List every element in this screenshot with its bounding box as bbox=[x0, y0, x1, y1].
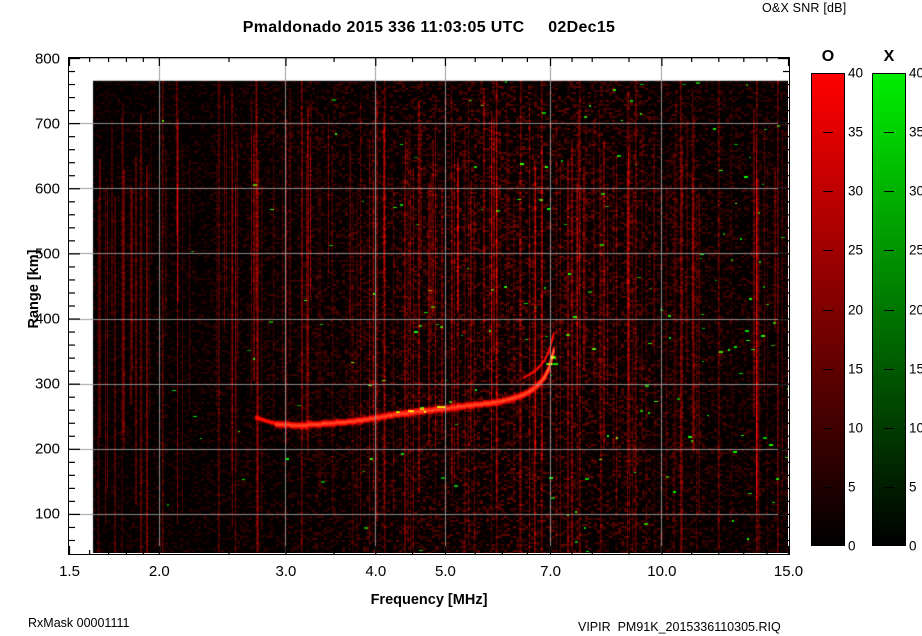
source-file-label: VIPIR PM91K_2015336110305.RIQ bbox=[578, 620, 781, 634]
colorbar-tick-label: 10 bbox=[909, 420, 922, 436]
colorbar-tick-label: 25 bbox=[909, 242, 922, 258]
x-tick-label: 3.0 bbox=[275, 563, 297, 580]
colorbar-tick-label: 15 bbox=[909, 361, 922, 377]
colorbar-tick-mark bbox=[823, 310, 833, 311]
colorbar-tick-label: 10 bbox=[848, 420, 864, 436]
x-tick-label: 5.0 bbox=[435, 563, 456, 580]
snr-colorbar-caption: O&X SNR [dB] bbox=[762, 1, 847, 15]
colorbar-tick-label: 30 bbox=[909, 183, 922, 199]
colorbar-o-title: O bbox=[821, 48, 835, 65]
colorbar-tick-label: 20 bbox=[848, 302, 864, 317]
colorbar-tick-mark bbox=[884, 132, 894, 133]
x-tick-label: 2.0 bbox=[148, 563, 170, 580]
colorbar-tick-mark bbox=[884, 250, 894, 251]
colorbar-tick-mark bbox=[823, 191, 833, 192]
colorbar-tick-label: 25 bbox=[848, 242, 864, 258]
rxmask-status: RxMask 00001111 bbox=[28, 616, 130, 630]
colorbar-tick-mark bbox=[823, 250, 833, 251]
colorbar-x-title: X bbox=[883, 48, 895, 65]
colorbar-tick-mark bbox=[823, 369, 833, 370]
page-title: Pmaldonado 2015 336 11:03:05 UTC 02Dec15 bbox=[242, 19, 616, 36]
ionogram-heatmap-canvas bbox=[69, 58, 788, 553]
colorbar-tick-mark bbox=[823, 132, 833, 133]
colorbar-tick-mark bbox=[823, 487, 833, 488]
x-tick-label: 7.0 bbox=[540, 563, 561, 580]
colorbar-tick-label: 30 bbox=[848, 183, 864, 199]
y-axis-tick-labels: 100 200 300 400 500 600 700 800 bbox=[8, 0, 60, 636]
colorbar-tick-label: 15 bbox=[848, 361, 864, 377]
colorbar-x-gradient[interactable] bbox=[872, 73, 906, 546]
y-tick-label: 400 bbox=[34, 310, 60, 328]
colorbar-tick-mark bbox=[884, 369, 894, 370]
x-tick-label: 1.5 bbox=[59, 563, 80, 580]
y-tick-label: 100 bbox=[34, 505, 60, 523]
x-tick-label: 10.0 bbox=[647, 563, 677, 580]
x-tick-label: 15.0 bbox=[773, 563, 804, 580]
colorbar-tick-label: 0 bbox=[909, 538, 917, 554]
y-tick-label: 600 bbox=[34, 180, 60, 198]
y-tick-label: 300 bbox=[34, 375, 60, 393]
colorbar-tick-label: 5 bbox=[909, 479, 917, 495]
ionogram-plot-area[interactable] bbox=[68, 57, 790, 555]
colorbar-tick-label: 0 bbox=[848, 538, 856, 554]
colorbar-tick-mark bbox=[884, 310, 894, 311]
colorbar-tick-label: 20 bbox=[909, 302, 922, 317]
colorbar-o-gradient[interactable] bbox=[811, 73, 845, 546]
colorbar-tick-label: 35 bbox=[909, 124, 922, 140]
colorbar-tick-mark bbox=[823, 428, 833, 429]
y-tick-label: 500 bbox=[34, 245, 60, 263]
x-axis-label: Frequency [MHz] bbox=[370, 592, 488, 608]
colorbar-tick-label: 5 bbox=[848, 479, 856, 495]
colorbar-tick-label: 35 bbox=[848, 124, 864, 140]
y-tick-label: 200 bbox=[34, 440, 60, 458]
colorbar-tick-label: 40 bbox=[848, 65, 864, 81]
y-tick-label: 700 bbox=[34, 115, 60, 133]
colorbar-tick-mark bbox=[884, 428, 894, 429]
colorbar-tick-mark bbox=[884, 487, 894, 488]
colorbar-tick-label: 40 bbox=[909, 65, 922, 81]
colorbar-tick-mark bbox=[884, 191, 894, 192]
x-axis-tick-labels: 1.5 2.0 3.0 4.0 5.0 7.0 10.0 15.0 bbox=[0, 563, 922, 589]
y-tick-label: 800 bbox=[34, 50, 60, 67]
x-tick-label: 4.0 bbox=[365, 563, 387, 580]
